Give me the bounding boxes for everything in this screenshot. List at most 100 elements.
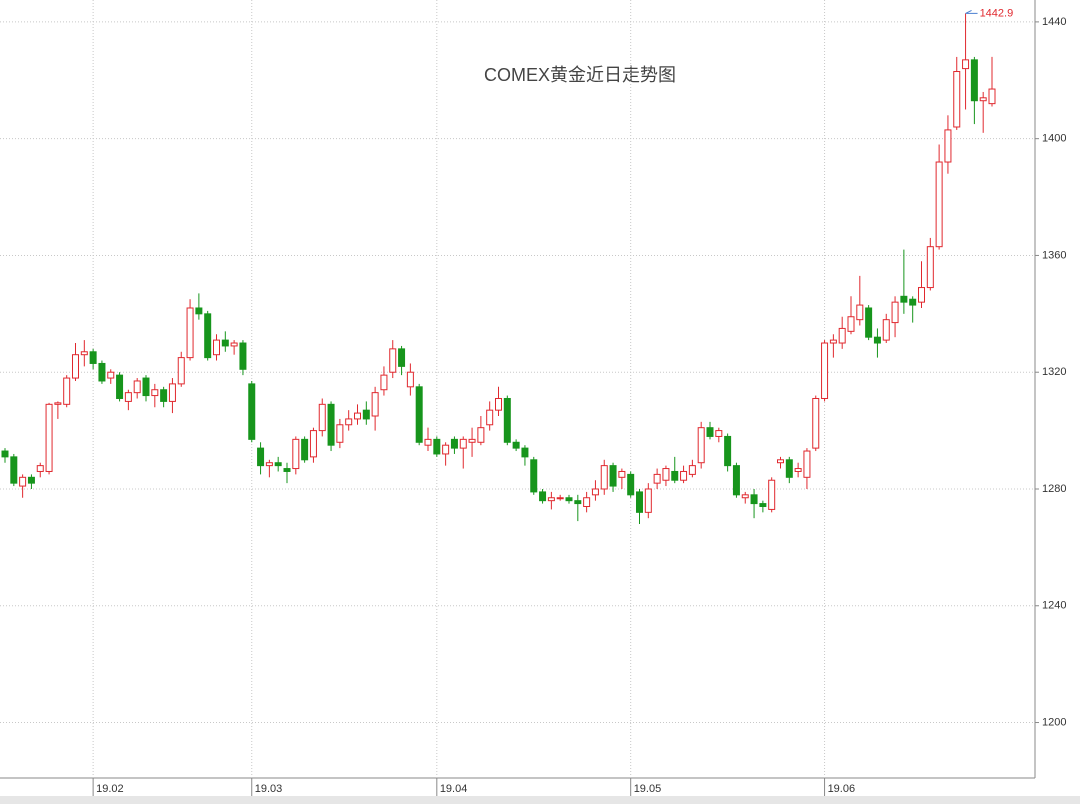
candle-body — [512, 441, 520, 449]
candle-body — [10, 456, 18, 484]
candle-body — [944, 129, 952, 163]
candle-body — [177, 357, 185, 385]
candle-body — [248, 383, 256, 440]
candle-body — [609, 465, 617, 487]
y-tick-label: 1200 — [1042, 716, 1066, 728]
chart-title: COMEX黄金近日走势图 — [484, 65, 676, 85]
candle-body — [380, 374, 388, 391]
candle-body — [354, 412, 361, 420]
high-leader — [965, 9, 978, 14]
candle-body — [847, 316, 855, 332]
y-tick-label: 1440 — [1042, 16, 1066, 28]
candle-body — [142, 377, 150, 397]
candle-body — [459, 438, 467, 449]
candle-body — [618, 470, 626, 478]
candle-body — [389, 348, 397, 373]
candle-body — [838, 327, 846, 344]
x-tick-label: 19.05 — [634, 783, 662, 795]
candle-body — [371, 392, 379, 417]
candle-body — [521, 447, 529, 458]
candle-body — [759, 503, 767, 508]
y-tick-label: 1280 — [1042, 483, 1066, 495]
candle-body — [257, 447, 265, 467]
candle-body — [900, 295, 908, 303]
x-tick-label: 19.04 — [440, 783, 468, 795]
candle-body — [318, 403, 326, 432]
candle-body — [636, 491, 643, 513]
candle-body — [803, 450, 811, 478]
candle-body — [433, 438, 441, 455]
high-label: 1442.9 — [980, 7, 1014, 19]
candle-body — [627, 473, 635, 496]
candle-body — [45, 403, 53, 472]
candle-body — [821, 342, 829, 399]
y-tick-label: 1360 — [1042, 249, 1066, 261]
candle-body — [785, 459, 793, 478]
candle-body — [715, 430, 723, 437]
candle-body — [794, 468, 802, 472]
candle-body — [160, 389, 168, 402]
candle-body — [600, 465, 608, 490]
candle-body — [530, 459, 538, 493]
candle-body — [697, 427, 705, 464]
candle-body — [124, 392, 132, 402]
candle-body — [680, 470, 688, 481]
candle-body — [688, 465, 696, 475]
candle-body — [671, 470, 679, 481]
candle-body — [204, 313, 212, 359]
candle-body — [556, 497, 564, 500]
candle-body — [265, 462, 273, 467]
candle-body — [583, 497, 591, 508]
candle-body — [230, 342, 238, 347]
candle-body — [591, 488, 599, 496]
candle-body — [168, 383, 176, 402]
candle-body — [221, 339, 229, 347]
candle-body — [107, 371, 115, 379]
candle-body — [151, 389, 159, 397]
candle-body — [98, 362, 106, 382]
candle-body — [398, 348, 406, 367]
candle-body — [54, 402, 62, 405]
candle-body — [882, 319, 890, 341]
candle-body — [336, 424, 344, 443]
candle-body — [873, 336, 881, 344]
candle-body — [450, 438, 458, 449]
candle-body — [186, 307, 194, 359]
candle-body — [345, 418, 353, 426]
candle-body — [865, 307, 873, 338]
candle-body — [829, 339, 837, 344]
candle-body — [406, 371, 414, 388]
candle-body — [935, 161, 943, 248]
candle-body — [706, 427, 714, 437]
candle-body — [72, 354, 79, 379]
candle-body — [574, 500, 582, 505]
candle-body — [213, 339, 220, 356]
candle-body — [80, 351, 88, 356]
candle-body — [468, 438, 476, 443]
candle-body — [477, 427, 485, 443]
candle-body — [424, 438, 432, 446]
candle-body — [565, 497, 573, 502]
candle-body — [239, 342, 247, 370]
y-tick-label: 1240 — [1042, 600, 1066, 612]
candle-body — [547, 497, 555, 502]
candle-body — [442, 444, 450, 455]
candle-body — [27, 476, 35, 484]
candle-body — [812, 397, 820, 449]
candle-body — [89, 351, 97, 364]
candle-body — [724, 435, 732, 467]
candle-body — [301, 438, 309, 461]
candle-body — [909, 298, 917, 306]
candle-body — [962, 59, 970, 70]
candle-body — [953, 71, 961, 128]
candle-body — [274, 462, 282, 467]
candle-body — [732, 465, 740, 496]
candle-body — [195, 307, 203, 315]
candle-body — [750, 494, 758, 505]
candle-body — [415, 386, 423, 443]
candle-body — [777, 459, 784, 464]
y-tick-label: 1320 — [1042, 366, 1066, 378]
candle-body — [133, 380, 141, 394]
candle-body — [327, 403, 335, 446]
